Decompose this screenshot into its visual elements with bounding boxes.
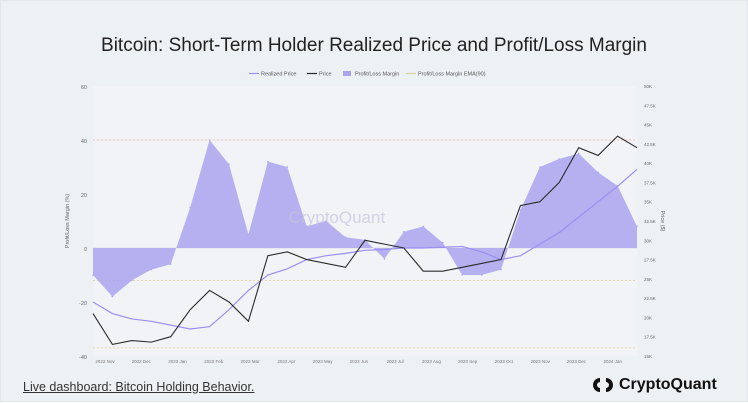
y-right-tick-label: 32.5K <box>644 219 656 224</box>
margin-point <box>636 225 638 228</box>
margin-point <box>92 274 94 276</box>
margin-point <box>558 158 561 160</box>
y-right-tick-label: 25K <box>644 277 652 282</box>
margin-point <box>500 268 502 271</box>
legend-item-label: Profit/Loss Margin EMA(90) <box>418 72 486 78</box>
y-left-tick-label: -40 <box>79 355 87 361</box>
margin-point <box>189 206 191 209</box>
margin-point <box>267 160 269 163</box>
margin-point <box>597 171 599 174</box>
x-tick-label: 2023 Dec <box>567 359 587 364</box>
legend-item-label: Profit/Loss Margin <box>355 72 399 78</box>
margin-point <box>344 236 347 238</box>
y-left-tick-label: 0 <box>84 247 87 253</box>
y-right-axis-label: Price ($) <box>659 211 665 232</box>
brand-name: CryptoQuant <box>619 376 717 393</box>
x-tick-label: 2023 Oct <box>495 359 514 364</box>
chart-title: Bitcoin: Short-Term Holder Realized Pric… <box>101 35 647 56</box>
margin-point <box>131 279 133 282</box>
y-left-tick-label: 20 <box>81 193 87 199</box>
legend-item-label: Realized Price <box>261 72 296 78</box>
x-tick-label: 2023 Mar <box>241 359 261 364</box>
legend-swatch <box>343 71 351 76</box>
margin-point <box>480 274 483 276</box>
margin-point <box>208 139 211 141</box>
y-left-tick-label: 40 <box>81 139 87 145</box>
x-tick-label: 2023 Aug <box>422 359 442 364</box>
margin-point <box>305 225 308 228</box>
y-right-tick-label: 35K <box>644 200 652 205</box>
x-tick-label: 2022 Dec <box>132 359 152 364</box>
margin-point <box>325 220 327 222</box>
margin-point <box>461 274 463 276</box>
margin-point <box>403 231 405 233</box>
margin-point <box>228 163 230 166</box>
watermark: CryptoQuant <box>289 208 386 227</box>
x-tick-label: 2023 May <box>313 359 334 364</box>
x-tick-label: 2023 Feb <box>204 359 224 364</box>
y-right-tick-label: 45K <box>644 123 652 128</box>
y-right-tick-label: 20K <box>644 315 652 320</box>
margin-point <box>150 268 153 271</box>
x-tick-label: 2024 Jan <box>603 359 622 364</box>
x-tick-label: 2023 Jun <box>350 359 369 364</box>
x-tick-label: 2023 Jan <box>168 359 187 364</box>
y-right-tick-label: 37.5K <box>644 180 656 185</box>
y-right-tick-label: 27.5K <box>644 258 656 263</box>
series-profit-loss-margin-area <box>93 140 637 297</box>
x-tick-label: 2023 Jul <box>387 359 404 364</box>
live-dashboard-link[interactable]: Live dashboard: Bitcoin Holding Behavior… <box>23 380 255 394</box>
y-right-tick-label: 40K <box>644 161 652 166</box>
margin-point <box>519 209 522 211</box>
series-realized-price-line <box>92 168 638 330</box>
y-right-tick-label: 22.5K <box>644 296 656 301</box>
y-right-tick-label: 15K <box>644 354 652 359</box>
margin-point <box>383 258 386 260</box>
y-right-tick-label: 47.5K <box>644 103 656 108</box>
x-tick-label: 2023 Sep <box>458 359 478 364</box>
y-left-axis-label: Profit/Loss Margin (%) <box>65 194 71 249</box>
brand: CryptoQuant <box>592 376 717 394</box>
legend-item-label: Price <box>319 72 332 78</box>
margin-point <box>286 166 289 168</box>
margin-point <box>169 263 172 266</box>
margin-point <box>539 166 541 168</box>
x-tick-label: 2023 Apr <box>277 359 296 364</box>
margin-point <box>441 241 444 244</box>
y-right-tick-label: 30K <box>644 238 652 243</box>
series-price-line <box>92 135 638 346</box>
cryptoquant-logo-icon <box>593 378 613 392</box>
margin-point <box>247 233 250 236</box>
y-right-tick-label: 50K <box>644 84 652 89</box>
y-left-tick-label: 60 <box>81 85 87 91</box>
y-left-tick-label: -20 <box>79 301 87 307</box>
margin-point <box>577 152 580 155</box>
margin-point <box>111 295 114 298</box>
margin-point <box>422 225 425 228</box>
y-right-tick-label: 17.5K <box>644 335 656 340</box>
y-right-tick-label: 42.5K <box>644 142 656 147</box>
x-tick-label: 2022 Nov <box>95 359 115 364</box>
x-tick-label: 2023 Nov <box>531 359 551 364</box>
